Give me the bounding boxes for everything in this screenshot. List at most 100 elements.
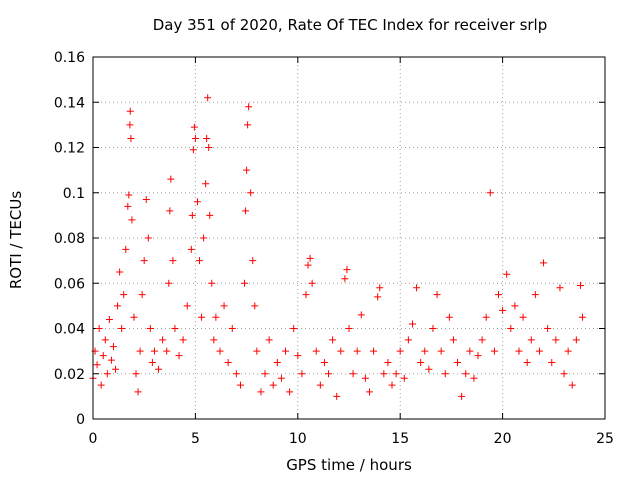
y-tick-label: 0.06 xyxy=(54,276,85,292)
data-point xyxy=(114,302,122,310)
data-point xyxy=(306,254,314,262)
data-point xyxy=(376,284,384,292)
data-point xyxy=(167,175,175,183)
data-point xyxy=(421,347,429,355)
data-point xyxy=(243,166,251,174)
data-point xyxy=(417,358,425,366)
data-point xyxy=(441,370,449,378)
data-point xyxy=(548,358,556,366)
data-point xyxy=(507,325,515,332)
data-point xyxy=(503,270,511,278)
data-point xyxy=(134,388,142,396)
data-point xyxy=(204,94,212,102)
data-point xyxy=(126,121,134,129)
y-tick-label: 0 xyxy=(76,412,85,428)
data-point xyxy=(337,347,345,355)
data-point xyxy=(179,336,187,344)
data-point xyxy=(486,189,494,197)
data-point xyxy=(333,392,341,400)
x-tick-label: 10 xyxy=(289,431,307,447)
y-tick-label: 0.12 xyxy=(54,141,85,157)
y-tick-label: 0.08 xyxy=(54,231,85,247)
data-point xyxy=(515,347,523,355)
data-point xyxy=(556,284,564,292)
y-tick-label: 0.1 xyxy=(63,186,85,202)
data-point xyxy=(380,370,388,378)
data-point xyxy=(93,361,101,369)
chart-title: Day 351 of 2020, Rate Of TEC Index for r… xyxy=(152,16,548,34)
data-point xyxy=(257,388,265,396)
data-point xyxy=(242,207,250,215)
data-point xyxy=(568,381,576,389)
data-point xyxy=(202,180,210,188)
data-point xyxy=(353,347,361,355)
data-point xyxy=(277,374,285,382)
data-point xyxy=(124,202,132,210)
data-point xyxy=(474,352,482,360)
data-point xyxy=(312,347,320,355)
data-point xyxy=(203,134,211,142)
data-point xyxy=(190,123,198,131)
data-point xyxy=(109,343,117,351)
x-tick-label: 15 xyxy=(391,431,409,447)
data-point xyxy=(511,302,519,310)
data-point xyxy=(171,325,179,332)
data-point xyxy=(127,134,135,142)
data-point xyxy=(413,284,421,292)
data-point xyxy=(253,347,261,355)
data-point xyxy=(466,347,474,355)
data-point xyxy=(408,320,416,328)
data-point xyxy=(290,325,298,332)
data-point xyxy=(188,211,196,219)
data-point xyxy=(232,370,240,378)
data-point xyxy=(183,302,191,310)
data-point xyxy=(527,336,535,344)
data-point xyxy=(365,388,373,396)
data-point xyxy=(544,325,552,332)
data-point xyxy=(205,144,213,151)
x-axis-ticks: 0 5 10 15 20 25 xyxy=(89,57,614,447)
data-point xyxy=(437,347,445,355)
data-point xyxy=(433,291,441,299)
data-point xyxy=(140,257,148,265)
data-point xyxy=(105,315,113,323)
data-point xyxy=(101,336,109,344)
y-tick-label: 0.04 xyxy=(54,322,85,338)
data-point xyxy=(169,257,177,265)
data-point xyxy=(130,313,138,321)
data-point xyxy=(325,370,333,378)
data-point xyxy=(224,358,232,366)
data-point xyxy=(370,347,378,355)
x-axis-label: GPS time / hours xyxy=(286,456,412,474)
data-point xyxy=(462,370,470,378)
data-point xyxy=(388,381,396,389)
data-point xyxy=(261,370,269,378)
data-point xyxy=(138,291,146,299)
y-tick-label: 0.14 xyxy=(54,95,85,111)
data-point xyxy=(269,381,277,389)
data-point xyxy=(478,336,486,344)
data-point xyxy=(535,347,543,355)
data-point xyxy=(118,325,126,332)
data-point xyxy=(144,234,152,242)
data-point xyxy=(193,198,201,206)
data-point xyxy=(302,291,310,299)
data-point xyxy=(308,279,316,287)
data-point xyxy=(142,196,150,204)
data-point xyxy=(241,279,249,287)
data-point xyxy=(316,381,324,389)
data-point xyxy=(112,365,120,373)
data-point xyxy=(220,302,228,310)
x-tick-label: 0 xyxy=(89,431,98,447)
data-point xyxy=(198,313,206,321)
data-point xyxy=(357,311,365,319)
data-point xyxy=(523,358,531,366)
data-point xyxy=(165,279,173,287)
data-point xyxy=(458,392,466,400)
data-point xyxy=(564,347,572,355)
data-point xyxy=(540,259,548,267)
data-point xyxy=(126,107,134,115)
data-point xyxy=(482,313,490,321)
x-tick-label: 5 xyxy=(191,431,200,447)
